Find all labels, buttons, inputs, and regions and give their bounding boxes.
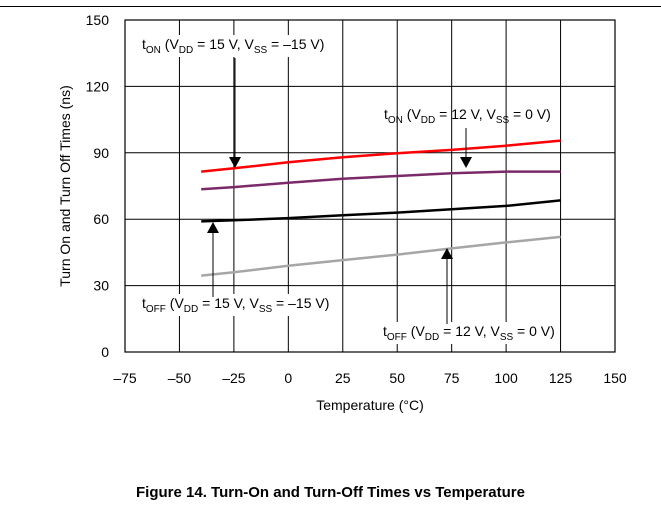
- annotation-label: tOFF (VDD = 15 V, VSS = –15 V): [139, 294, 333, 316]
- x-tick-label: –25: [222, 370, 246, 386]
- annotation-label: tON (VDD = 15 V, VSS = –15 V): [139, 35, 328, 57]
- annotation-text: tOFF (VDD = 12 V, VSS = 0 V): [383, 323, 555, 343]
- x-tick-label: –50: [168, 370, 192, 386]
- annotation-arrow: [207, 222, 219, 297]
- annotation-arrows: [207, 58, 472, 324]
- arrow-head: [441, 248, 453, 259]
- x-tick-label: 100: [494, 370, 518, 386]
- x-tick-label: 125: [549, 370, 573, 386]
- y-tick-label: 30: [93, 278, 109, 294]
- annotation-text: tON (VDD = 12 V, VSS = 0 V): [384, 106, 551, 126]
- annotation-label: tOFF (VDD = 12 V, VSS = 0 V): [380, 322, 558, 344]
- annotation-label: tON (VDD = 12 V, VSS = 0 V): [384, 106, 551, 126]
- y-tick-label: 90: [93, 145, 109, 161]
- x-tick-label: 150: [603, 370, 627, 386]
- arrow-head: [460, 157, 472, 168]
- y-tick-label: 0: [101, 344, 109, 360]
- series-line-1: [201, 139, 561, 173]
- arrow-head: [207, 222, 219, 233]
- annotation-arrow: [229, 58, 241, 168]
- figure-caption: Figure 14. Turn-On and Turn-Off Times vs…: [136, 484, 525, 501]
- annotation-background: [380, 322, 558, 344]
- x-tick-label: 0: [284, 370, 292, 386]
- series-line-3: [201, 199, 561, 223]
- annotation-text: tON (VDD = 15 V, VSS = –15 V): [142, 36, 324, 56]
- x-tick-labels: –75 –50 –25 0 25 50 75 100 125 150: [113, 370, 627, 386]
- arrow-head: [229, 157, 241, 168]
- top-rule: [0, 6, 661, 7]
- y-tick-label: 150: [86, 12, 110, 28]
- y-axis-label: Turn On and Turn Off Times (ns): [57, 85, 73, 287]
- turn-on-off-times-chart: –75 –50 –25 0 25 50 75 100 125 150 0306090120150 …: [57, 12, 627, 413]
- x-axis-label: Temperature (°C): [316, 397, 424, 413]
- series-line-2: [201, 170, 561, 191]
- annotations: tON (VDD = 15 V, VSS = –15 V) tON (VDD = …: [139, 35, 558, 344]
- plot-frame: [124, 19, 616, 353]
- x-tick-label: –75: [113, 370, 137, 386]
- x-tick-label: 75: [444, 370, 460, 386]
- y-tick-label: 120: [86, 78, 110, 94]
- annotation-arrow: [441, 248, 453, 324]
- y-tick-labels: 0 30 60 90 120 150: [86, 12, 110, 360]
- annotation-arrow: [460, 128, 472, 168]
- series-lines: [201, 139, 561, 277]
- annotation-background: [139, 294, 333, 316]
- y-tick-label: 60: [93, 211, 109, 227]
- x-tick-label: 25: [335, 370, 351, 386]
- annotation-background: [139, 35, 328, 57]
- x-tick-label: 50: [389, 370, 405, 386]
- series-line-4: [201, 235, 561, 277]
- annotation-text: tOFF (VDD = 15 V, VSS = –15 V): [142, 295, 329, 315]
